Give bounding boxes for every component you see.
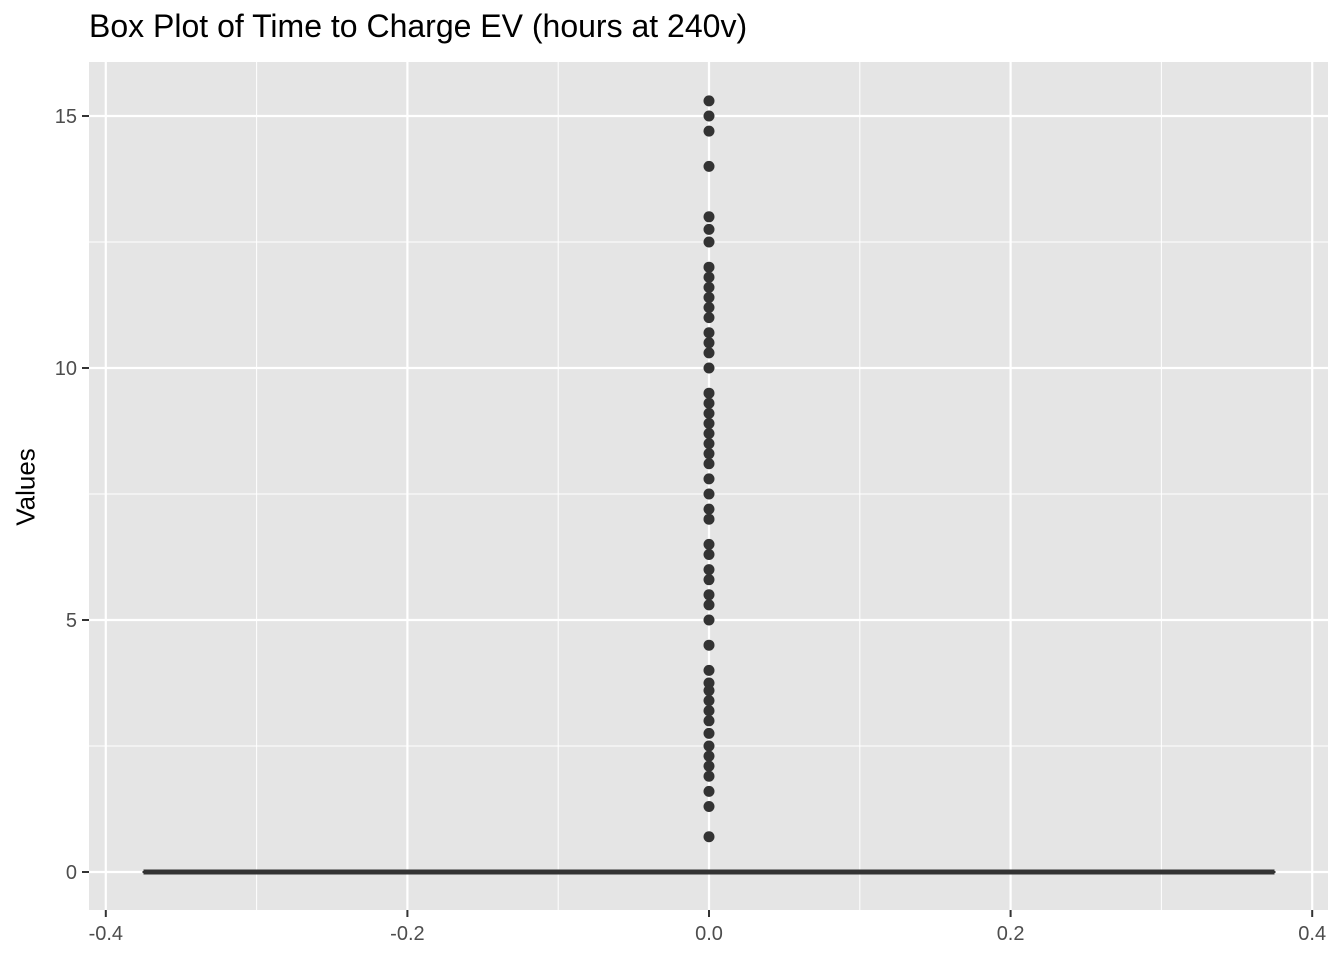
outlier-point — [703, 727, 715, 739]
y-tick-label: 10 — [55, 358, 77, 380]
outlier-point — [703, 347, 715, 359]
outlier-point — [703, 599, 715, 611]
outlier-point — [703, 831, 715, 843]
outlier-point — [703, 110, 715, 122]
outlier-point — [703, 417, 715, 429]
outlier-point — [703, 428, 715, 440]
outlier-point — [703, 362, 715, 374]
outlier-point — [703, 564, 715, 576]
y-tick-label: 5 — [66, 610, 77, 632]
outlier-point — [703, 800, 715, 812]
outlier-point — [703, 291, 715, 303]
outlier-points — [703, 95, 715, 843]
outlier-point — [703, 695, 715, 707]
outlier-point — [703, 639, 715, 651]
outlier-point — [703, 705, 715, 717]
outlier-point — [703, 740, 715, 752]
outlier-point — [703, 236, 715, 248]
outlier-point — [703, 614, 715, 626]
x-axis: -0.4 -0.2 0.0 0.2 0.4 — [89, 910, 1326, 945]
outlier-point — [703, 438, 715, 450]
outlier-point — [703, 548, 715, 560]
outlier-point — [703, 750, 715, 762]
outlier-point — [703, 271, 715, 283]
outlier-point — [703, 770, 715, 782]
x-tick-label: 0.4 — [1298, 923, 1326, 945]
outlier-point — [703, 589, 715, 601]
outlier-point — [703, 261, 715, 273]
y-tick-label: 15 — [55, 106, 77, 128]
outlier-point — [703, 785, 715, 797]
outlier-point — [703, 448, 715, 460]
outlier-point — [703, 458, 715, 470]
y-tick-label: 0 — [66, 862, 77, 884]
x-tick-label: -0.2 — [390, 923, 424, 945]
outlier-point — [703, 677, 715, 689]
outlier-point — [703, 473, 715, 485]
x-tick-label: 0.2 — [997, 923, 1025, 945]
outlier-point — [703, 760, 715, 772]
outlier-point — [703, 488, 715, 500]
outlier-point — [703, 312, 715, 324]
outlier-point — [703, 538, 715, 550]
outlier-point — [703, 664, 715, 676]
outlier-point — [703, 160, 715, 172]
chart-title: Box Plot of Time to Charge EV (hours at … — [89, 8, 748, 44]
x-tick-label: -0.4 — [89, 923, 123, 945]
outlier-point — [703, 125, 715, 137]
outlier-point — [703, 574, 715, 586]
y-axis: 0 5 10 15 — [55, 106, 89, 884]
outlier-point — [703, 223, 715, 235]
outlier-point — [703, 211, 715, 223]
outlier-point — [703, 685, 715, 697]
outlier-point — [703, 281, 715, 293]
outlier-point — [703, 95, 715, 107]
outlier-point — [703, 387, 715, 399]
outlier-point — [703, 513, 715, 525]
outlier-point — [703, 715, 715, 727]
outlier-point — [703, 397, 715, 409]
outlier-point — [703, 503, 715, 515]
outlier-point — [703, 327, 715, 339]
x-tick-label: 0.0 — [695, 923, 723, 945]
outlier-point — [703, 302, 715, 314]
outlier-point — [703, 337, 715, 349]
outlier-point — [703, 407, 715, 419]
